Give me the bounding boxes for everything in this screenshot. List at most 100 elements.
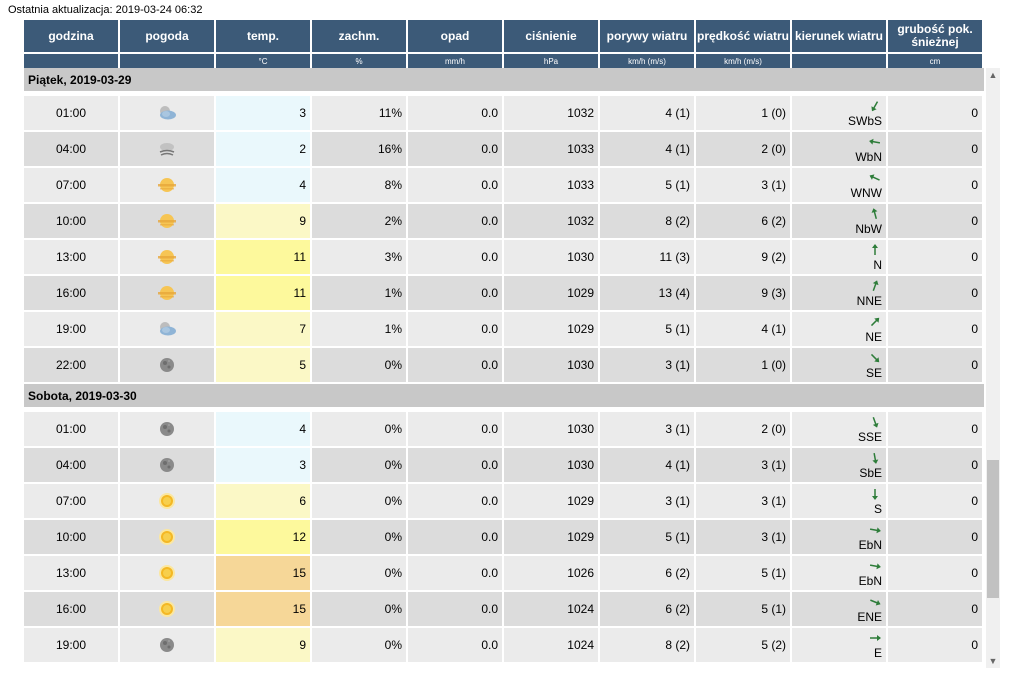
- precip-cell: 0.0: [408, 168, 502, 202]
- wind-dir-cell: NNE: [792, 276, 886, 310]
- precip-cell: 0.0: [408, 592, 502, 626]
- precip-cell: 0.0: [408, 276, 502, 310]
- temp-cell: 11: [216, 276, 310, 310]
- header-col: zachm.%: [312, 20, 406, 68]
- wind-dir-cell: S: [792, 484, 886, 518]
- speed-cell: 9 (2): [696, 240, 790, 274]
- column-unit: cm: [888, 54, 982, 68]
- column-unit: mm/h: [408, 54, 502, 68]
- wind-arrow-icon: [872, 489, 878, 500]
- hour-cell: 04:00: [24, 448, 118, 482]
- pressure-cell: 1024: [504, 628, 598, 662]
- weather-cell: [120, 168, 214, 202]
- column-unit: [24, 54, 118, 68]
- gusts-cell: 3 (1): [600, 348, 694, 382]
- forecast-table-body[interactable]: Piątek, 2019-03-29 01:00 3 11% 0.0 1032 4 (1) 1…: [24, 68, 984, 682]
- hour-cell: 16:00: [24, 276, 118, 310]
- sun-haze-icon: [158, 214, 176, 228]
- speed-cell: 5 (1): [696, 556, 790, 590]
- speed-cell: 3 (1): [696, 448, 790, 482]
- pressure-cell: 1026: [504, 556, 598, 590]
- weather-cell: [120, 96, 214, 130]
- clouds-cell: 0%: [312, 592, 406, 626]
- wind-arrow-icon: [869, 527, 881, 534]
- snow-cell: 0: [888, 448, 982, 482]
- header-col: godzina: [24, 20, 118, 68]
- clouds-cell: 0%: [312, 520, 406, 554]
- gusts-cell: 6 (2): [600, 556, 694, 590]
- gusts-cell: 4 (1): [600, 132, 694, 166]
- wind-arrow-icon: [870, 353, 880, 363]
- weather-cell: [120, 312, 214, 346]
- day-header: Sobota, 2019-03-30: [24, 384, 984, 407]
- column-unit: [792, 54, 886, 68]
- precip-cell: 0.0: [408, 240, 502, 274]
- sun-icon: [159, 529, 175, 545]
- clouds-cell: 8%: [312, 168, 406, 202]
- header-col: temp. °C: [216, 20, 310, 68]
- hour-cell: 07:00: [24, 484, 118, 518]
- cloud-partly-icon: [160, 322, 176, 336]
- hour-cell: 22:00: [24, 348, 118, 382]
- gusts-cell: 8 (2): [600, 628, 694, 662]
- wind-arrow-icon: [870, 635, 881, 641]
- speed-cell: 1 (0): [696, 348, 790, 382]
- wind-dir-label: E: [873, 646, 882, 660]
- column-unit: hPa: [504, 54, 598, 68]
- snow-cell: 0: [888, 348, 982, 382]
- snow-cell: 0: [888, 132, 982, 166]
- wind-dir-label: SWbS: [847, 114, 882, 128]
- table-row: 01:00 4 0% 0.0 1030 3 (1) 2 (0) SSE 0: [24, 412, 984, 446]
- precip-cell: 0.0: [408, 484, 502, 518]
- speed-cell: 2 (0): [696, 412, 790, 446]
- temp-cell: 3: [216, 448, 310, 482]
- column-unit: km/h (m/s): [600, 54, 694, 68]
- sun-icon: [159, 601, 175, 617]
- table-row: 19:00 9 0% 0.0 1024 8 (2) 5 (2) E 0: [24, 628, 984, 662]
- hour-cell: 10:00: [24, 204, 118, 238]
- wind-dir-label: NE: [865, 330, 882, 344]
- weather-cell: [120, 240, 214, 274]
- snow-cell: 0: [888, 96, 982, 130]
- scroll-up-icon[interactable]: ▲: [988, 70, 998, 80]
- header-col: ciśnienie hPa: [504, 20, 598, 68]
- pressure-cell: 1024: [504, 592, 598, 626]
- moon-icon: [160, 638, 174, 652]
- precip-cell: 0.0: [408, 412, 502, 446]
- wind-dir-cell: SbE: [792, 448, 886, 482]
- snow-cell: 0: [888, 628, 982, 662]
- column-header: pogoda: [120, 20, 214, 52]
- cloud-wind-icon: [159, 143, 175, 156]
- wind-arrow-icon: [870, 317, 880, 327]
- wind-arrow-icon: [869, 174, 880, 181]
- wind-dir-cell: EbN: [792, 520, 886, 554]
- gusts-cell: 11 (3): [600, 240, 694, 274]
- wind-arrow-icon: [872, 417, 879, 428]
- weather-cell: [120, 348, 214, 382]
- speed-cell: 1 (0): [696, 96, 790, 130]
- wind-arrow-icon: [872, 244, 878, 255]
- column-unit: km/h (m/s): [696, 54, 790, 68]
- snow-cell: 0: [888, 240, 982, 274]
- snow-cell: 0: [888, 276, 982, 310]
- speed-cell: 3 (1): [696, 520, 790, 554]
- wind-dir-label: WbN: [855, 150, 882, 164]
- scroll-down-icon[interactable]: ▼: [988, 656, 998, 666]
- scrollbar[interactable]: ▲ ▼: [986, 68, 1000, 668]
- wind-dir-cell: WNW: [792, 168, 886, 202]
- table-row: 01:00 3 11% 0.0 1032 4 (1) 1 (0) SWbS 0: [24, 96, 984, 130]
- wind-dir-label: WNW: [850, 186, 882, 200]
- scrollbar-thumb[interactable]: [987, 460, 999, 598]
- snow-cell: 0: [888, 412, 982, 446]
- weather-cell: [120, 276, 214, 310]
- clouds-cell: 11%: [312, 96, 406, 130]
- wind-arrow-icon: [872, 280, 879, 291]
- sun-haze-icon: [158, 250, 176, 264]
- hour-cell: 19:00: [24, 312, 118, 346]
- pressure-cell: 1032: [504, 96, 598, 130]
- table-row: 07:00 4 8% 0.0 1033 5 (1) 3 (1) WNW 0: [24, 168, 984, 202]
- gusts-cell: 5 (1): [600, 520, 694, 554]
- moon-icon: [160, 458, 174, 472]
- snow-cell: 0: [888, 204, 982, 238]
- clouds-cell: 1%: [312, 312, 406, 346]
